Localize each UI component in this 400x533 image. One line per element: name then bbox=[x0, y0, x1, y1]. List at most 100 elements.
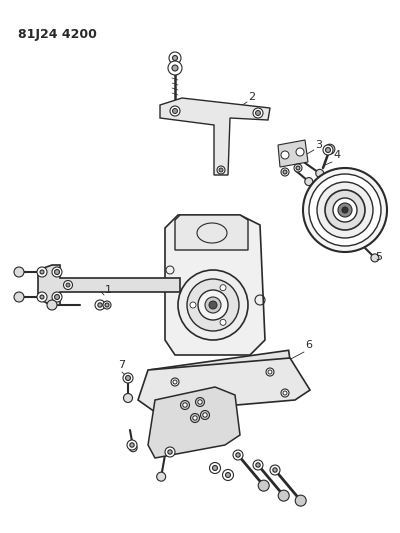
Circle shape bbox=[294, 164, 302, 172]
Circle shape bbox=[98, 303, 102, 307]
Circle shape bbox=[219, 168, 223, 172]
Circle shape bbox=[200, 410, 210, 419]
Circle shape bbox=[283, 170, 287, 174]
Circle shape bbox=[66, 283, 70, 287]
Circle shape bbox=[305, 177, 313, 185]
Circle shape bbox=[295, 495, 306, 506]
Circle shape bbox=[212, 465, 218, 471]
Circle shape bbox=[157, 472, 166, 481]
Circle shape bbox=[325, 190, 365, 230]
Circle shape bbox=[281, 151, 289, 159]
Circle shape bbox=[171, 378, 179, 386]
Circle shape bbox=[226, 472, 230, 478]
Circle shape bbox=[105, 303, 109, 307]
Circle shape bbox=[210, 463, 220, 473]
Circle shape bbox=[316, 169, 324, 177]
Circle shape bbox=[52, 267, 62, 277]
Circle shape bbox=[326, 148, 330, 152]
Circle shape bbox=[170, 106, 180, 116]
Polygon shape bbox=[160, 98, 270, 175]
Polygon shape bbox=[148, 387, 240, 458]
Circle shape bbox=[233, 450, 243, 460]
Circle shape bbox=[130, 443, 134, 447]
Circle shape bbox=[253, 108, 263, 118]
Text: 2: 2 bbox=[248, 92, 255, 102]
Circle shape bbox=[281, 389, 289, 397]
Circle shape bbox=[168, 61, 182, 75]
Circle shape bbox=[95, 300, 105, 310]
Circle shape bbox=[169, 52, 181, 64]
Text: 6: 6 bbox=[305, 340, 312, 350]
Text: 5: 5 bbox=[375, 252, 382, 262]
Circle shape bbox=[325, 144, 335, 154]
Circle shape bbox=[37, 292, 47, 302]
Circle shape bbox=[303, 168, 387, 252]
Circle shape bbox=[123, 373, 133, 383]
Circle shape bbox=[198, 400, 202, 404]
Circle shape bbox=[37, 267, 47, 277]
Polygon shape bbox=[150, 350, 290, 379]
Circle shape bbox=[40, 295, 44, 299]
Circle shape bbox=[371, 254, 379, 262]
Circle shape bbox=[14, 292, 24, 302]
Circle shape bbox=[190, 302, 196, 308]
Circle shape bbox=[180, 400, 190, 409]
Circle shape bbox=[220, 319, 226, 325]
Circle shape bbox=[190, 414, 200, 423]
Circle shape bbox=[126, 376, 130, 381]
Circle shape bbox=[296, 166, 300, 170]
Text: 7: 7 bbox=[118, 360, 125, 370]
Circle shape bbox=[196, 398, 204, 407]
Circle shape bbox=[172, 65, 178, 71]
Circle shape bbox=[281, 168, 289, 176]
Circle shape bbox=[198, 290, 228, 320]
Circle shape bbox=[40, 270, 44, 274]
Circle shape bbox=[54, 295, 60, 300]
Circle shape bbox=[256, 463, 260, 467]
Circle shape bbox=[342, 207, 348, 213]
Circle shape bbox=[296, 148, 304, 156]
Circle shape bbox=[209, 301, 217, 309]
Circle shape bbox=[127, 440, 137, 450]
Text: 4: 4 bbox=[333, 150, 340, 160]
Polygon shape bbox=[138, 358, 310, 412]
Circle shape bbox=[317, 182, 373, 238]
Circle shape bbox=[278, 490, 289, 501]
Polygon shape bbox=[278, 140, 308, 167]
Circle shape bbox=[309, 174, 381, 246]
Circle shape bbox=[64, 280, 72, 289]
Circle shape bbox=[222, 470, 234, 481]
Circle shape bbox=[266, 368, 274, 376]
Text: 81J24 4200: 81J24 4200 bbox=[18, 28, 97, 41]
Text: 1: 1 bbox=[105, 285, 112, 295]
Circle shape bbox=[338, 203, 352, 217]
Polygon shape bbox=[175, 215, 248, 250]
Circle shape bbox=[47, 300, 57, 310]
Circle shape bbox=[129, 444, 137, 452]
Text: 3: 3 bbox=[315, 140, 322, 150]
Circle shape bbox=[203, 413, 207, 417]
Circle shape bbox=[165, 447, 175, 457]
Circle shape bbox=[52, 292, 62, 302]
Circle shape bbox=[253, 460, 263, 470]
Circle shape bbox=[205, 297, 221, 313]
Circle shape bbox=[168, 450, 172, 454]
Circle shape bbox=[124, 393, 132, 402]
Circle shape bbox=[172, 109, 178, 114]
Circle shape bbox=[333, 198, 357, 222]
Circle shape bbox=[187, 279, 239, 331]
Circle shape bbox=[323, 145, 333, 155]
Circle shape bbox=[178, 270, 248, 340]
Circle shape bbox=[270, 465, 280, 475]
Circle shape bbox=[172, 55, 178, 61]
Circle shape bbox=[54, 270, 60, 274]
Polygon shape bbox=[38, 265, 180, 305]
Circle shape bbox=[217, 166, 225, 174]
Circle shape bbox=[256, 110, 260, 116]
Circle shape bbox=[236, 453, 240, 457]
Circle shape bbox=[103, 301, 111, 309]
Circle shape bbox=[14, 267, 24, 277]
Circle shape bbox=[273, 468, 277, 472]
Circle shape bbox=[183, 403, 187, 407]
Polygon shape bbox=[165, 215, 265, 355]
